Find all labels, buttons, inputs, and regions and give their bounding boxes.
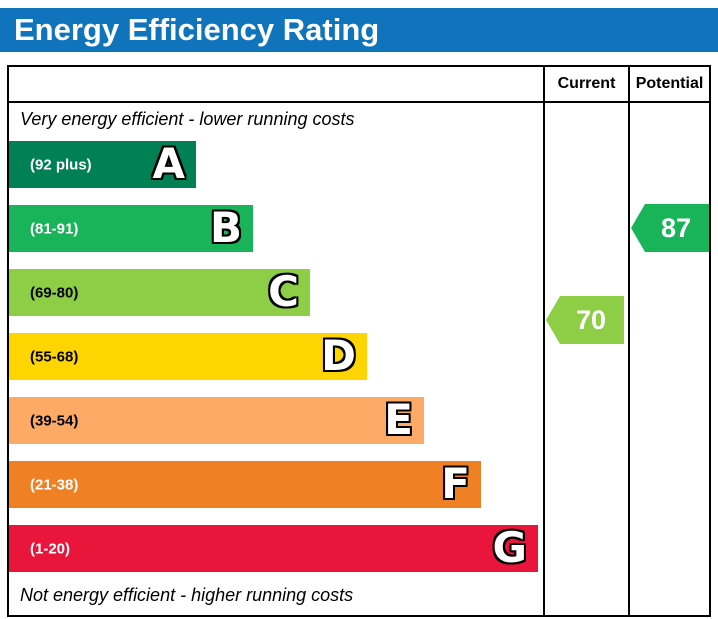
band-letter: E bbox=[384, 394, 413, 444]
band-row-B: (81-91) B bbox=[9, 205, 253, 252]
band-range-label: (39-54) bbox=[30, 412, 79, 429]
potential-column-header: Potential bbox=[635, 75, 704, 92]
band-range-label: (69-80) bbox=[30, 284, 79, 301]
band-letter: B bbox=[209, 202, 242, 252]
potential-rating-arrow: 87 bbox=[631, 204, 709, 252]
band-range-label: (21-38) bbox=[30, 476, 79, 493]
inefficient-note: Not energy efficient - higher running co… bbox=[20, 585, 354, 605]
page-title: Energy Efficiency Rating bbox=[14, 12, 380, 47]
potential-column-divider bbox=[628, 67, 630, 615]
current-column-divider bbox=[543, 67, 545, 615]
efficient-note: Very energy efficient - lower running co… bbox=[20, 109, 355, 129]
band-row-F: (21-38) F bbox=[9, 461, 481, 508]
band-range-label: (1-20) bbox=[30, 540, 71, 557]
current-rating-arrow: 70 bbox=[546, 296, 624, 344]
potential-rating-value: 87 bbox=[660, 212, 692, 243]
band-range-label: (81-91) bbox=[30, 220, 79, 237]
band-range-label: (92 plus) bbox=[30, 156, 92, 173]
band-row-D: (55-68) D bbox=[9, 333, 367, 380]
current-rating-value: 70 bbox=[575, 304, 607, 335]
band-row-E: (39-54) E bbox=[9, 397, 424, 444]
title-bar: Energy Efficiency Rating bbox=[0, 8, 718, 52]
band-letter: A bbox=[152, 138, 185, 188]
current-column-header: Current bbox=[557, 75, 616, 92]
band-letter: D bbox=[321, 330, 356, 380]
column-header-row bbox=[9, 67, 709, 103]
band-row-C: (69-80) C bbox=[9, 269, 310, 316]
band-row-G: (1-20) G bbox=[9, 525, 538, 572]
band-letter: F bbox=[441, 458, 470, 508]
energy-rating-chart: Current Potential Very energy efficient … bbox=[7, 65, 711, 617]
band-letter: G bbox=[492, 522, 527, 572]
band-row-A: (92 plus) A bbox=[9, 141, 196, 188]
band-range-label: (55-68) bbox=[30, 348, 79, 365]
band-letter: C bbox=[268, 266, 299, 316]
